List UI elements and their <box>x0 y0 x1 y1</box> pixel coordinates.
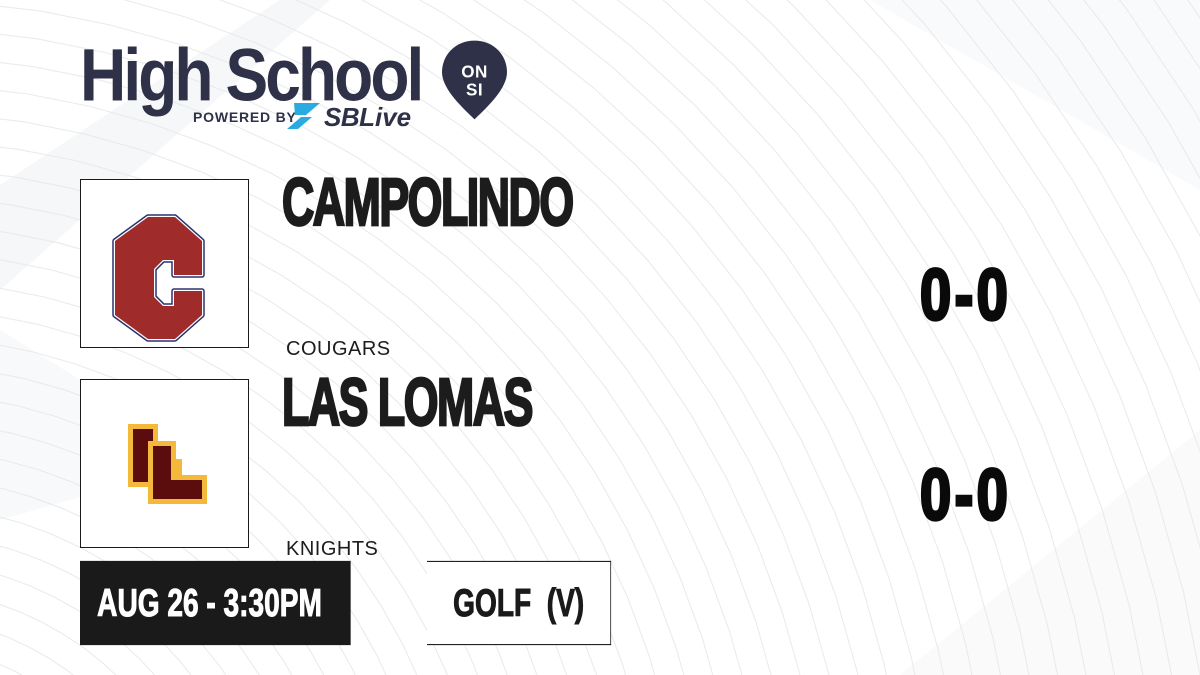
svg-text:ive: ive <box>375 102 411 132</box>
svg-text:SBL: SBL <box>324 102 375 132</box>
svg-text:SI: SI <box>466 80 483 99</box>
svg-text:ON: ON <box>461 62 488 81</box>
